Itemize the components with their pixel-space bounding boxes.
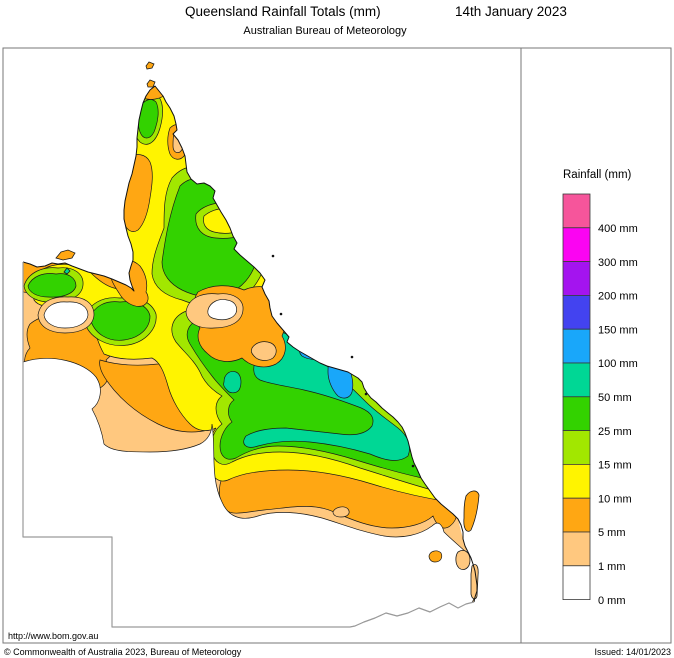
contour-teal-spot-inland <box>223 371 242 394</box>
contour-tan-core-herbert <box>251 341 277 361</box>
legend-label-1: 1 mm <box>598 561 626 573</box>
queensland-coastline <box>22 85 478 603</box>
legend-swatch-10 <box>562 463 591 499</box>
legend-swatch-50 <box>562 362 591 398</box>
legend-labels: 400 mm 300 mm 200 mm 150 mm 100 mm 50 mm… <box>598 223 638 607</box>
legend-label-15: 15 mm <box>598 460 632 472</box>
contour-white-west-core <box>43 301 89 329</box>
legend-label-400: 400 mm <box>598 223 638 235</box>
stradbroke-island <box>470 564 479 600</box>
legend-swatch-300 <box>562 227 591 263</box>
legend-swatch-1 <box>562 531 591 567</box>
bom-url: http://www.bom.gov.au <box>8 631 98 641</box>
legend-swatch-5 <box>562 497 591 533</box>
legend-label-300: 300 mm <box>598 257 638 269</box>
legend-label-10: 10 mm <box>598 493 632 505</box>
legend-label-5: 5 mm <box>598 527 626 539</box>
legend-label-200: 200 mm <box>598 291 638 303</box>
legend-title: Rainfall (mm) <box>563 169 632 181</box>
page-title: Queensland Rainfall Totals (mm) <box>185 4 381 19</box>
legend-label-25: 25 mm <box>598 426 632 438</box>
legend-label-100: 100 mm <box>598 358 638 370</box>
legend-swatch-150 <box>562 294 591 330</box>
map-frame <box>2 47 672 644</box>
fraser-island <box>463 490 480 532</box>
legend-label-150: 150 mm <box>598 324 638 336</box>
legend-swatch-400 <box>562 193 591 229</box>
legend-swatch-25 <box>562 396 591 431</box>
legend-colorbar <box>562 193 591 600</box>
mornington-island <box>55 249 76 261</box>
coastal-islet-dot-3 <box>350 355 354 359</box>
page-subtitle: Australian Bureau of Meteorology <box>243 25 407 37</box>
coastal-islet-dot-2 <box>279 312 283 316</box>
moreton-island <box>455 550 471 570</box>
copyright-text: © Commonwealth of Australia 2023, Bureau… <box>4 647 242 657</box>
contour-teal-spot-north <box>252 241 268 254</box>
queensland-rainfall-contours <box>23 86 477 627</box>
torres-islet-1 <box>145 61 155 70</box>
state-border <box>22 262 475 628</box>
torres-islet-2 <box>146 79 156 88</box>
issued-date: Issued: 14/01/2023 <box>594 647 671 657</box>
contour-green-peninsula-main <box>161 178 259 298</box>
legend-swatch-15 <box>562 430 591 465</box>
legend-swatch-0 <box>562 565 591 600</box>
legend-swatch-200 <box>562 261 591 296</box>
contour-green-gulf-cell-b <box>89 301 151 341</box>
contour-white-hole-northeast <box>207 299 237 321</box>
contour-blue-spot-hinchinbrook <box>299 341 328 360</box>
contour-teal-east <box>243 331 410 461</box>
wellesley-islet <box>63 267 71 275</box>
legend-swatch-100 <box>562 328 591 364</box>
legend-label-0: 0 mm <box>598 595 626 607</box>
contour-orange-dot-darlingdowns <box>428 550 443 563</box>
page-date: 14th January 2023 <box>455 4 567 19</box>
coastal-islet-dot-1 <box>271 254 275 258</box>
coastal-islet-dot-5 <box>411 464 415 468</box>
contour-tan-hole-south-band <box>332 506 350 518</box>
contour-green-gulf-cell-a <box>27 273 77 298</box>
legend-label-50: 50 mm <box>598 392 632 404</box>
contour-yellow-peninsula-pocket <box>203 207 249 234</box>
